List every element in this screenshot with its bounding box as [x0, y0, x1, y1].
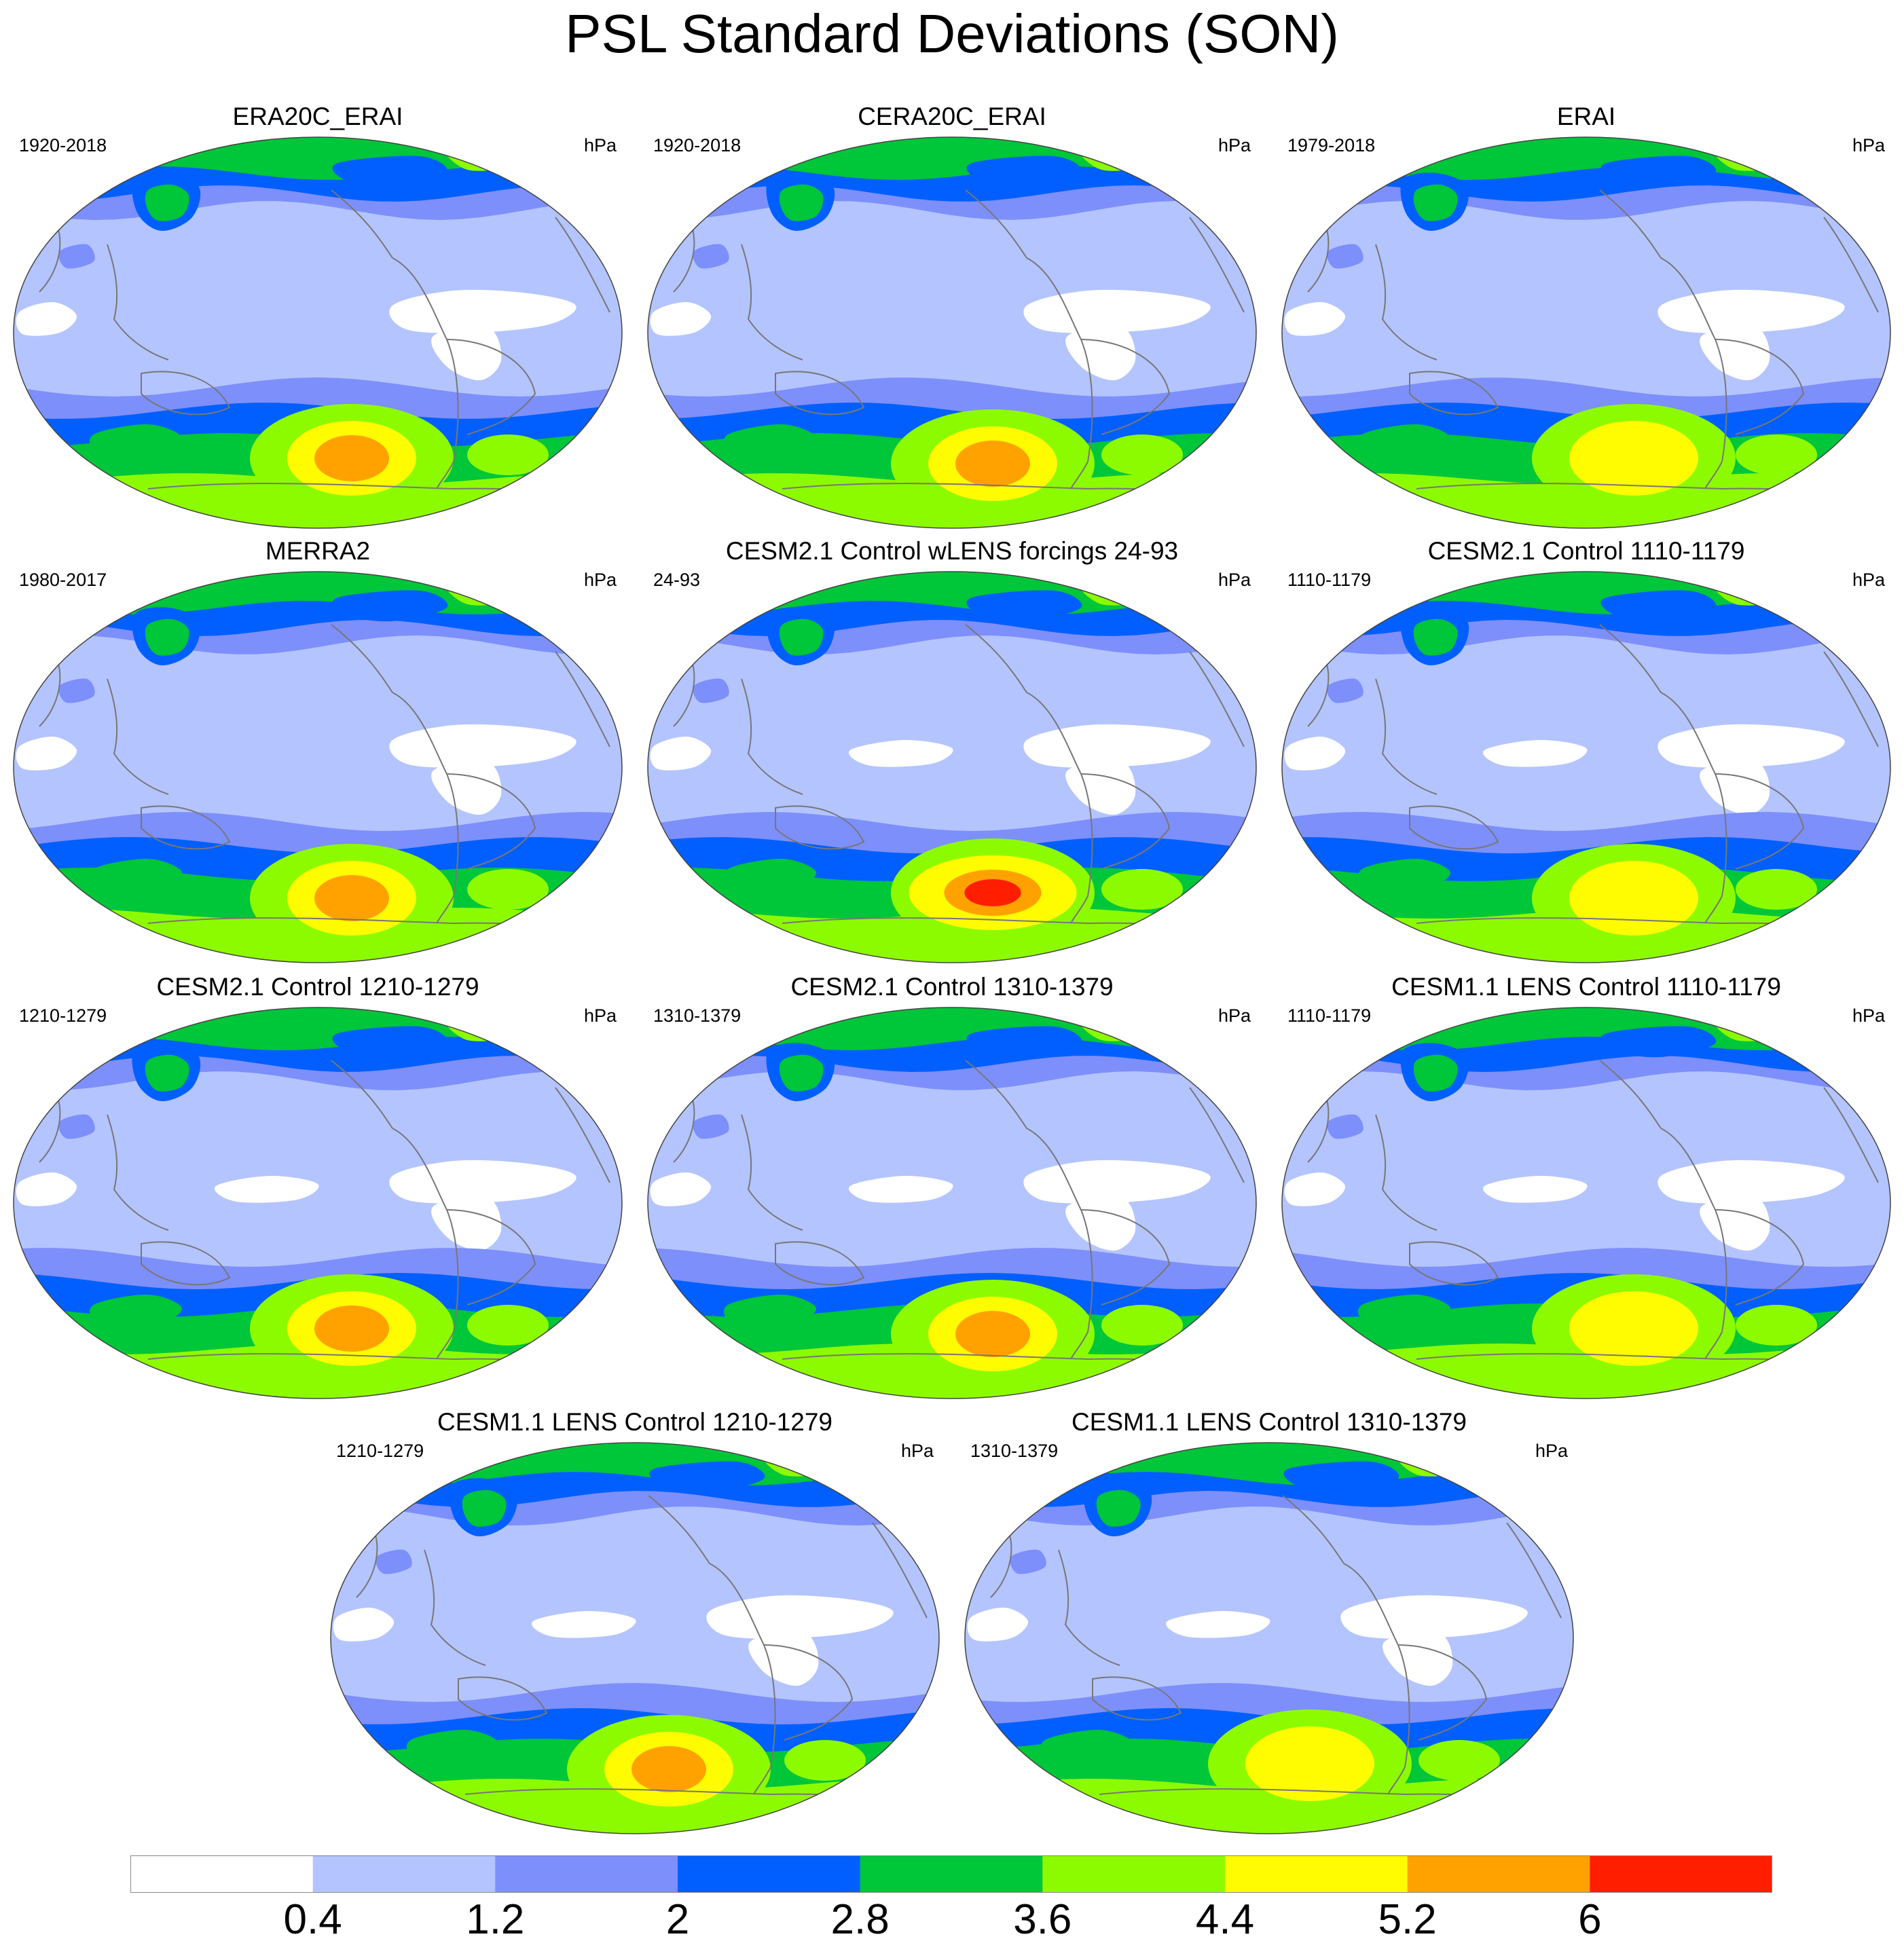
map-outline — [13, 571, 623, 963]
panel-units: hPa — [1852, 1005, 1885, 1026]
map-panel: CESM2.1 Control wLENS forcings 24-93 24-9… — [646, 536, 1258, 964]
contour-field — [331, 1443, 939, 1834]
panel-period: 1110-1179 — [1287, 570, 1372, 590]
panel-units: hPa — [1218, 570, 1251, 590]
map-panel: CERA20C_ERAI 1920-2018 hPa — [646, 102, 1258, 530]
colorbar-segment — [495, 1855, 678, 1893]
panel-units: hPa — [583, 1005, 617, 1026]
panel-title: CESM2.1 Control 1110-1179 — [1427, 537, 1745, 565]
robinson-map — [647, 571, 1257, 963]
contour-field — [1282, 572, 1890, 963]
map-outline — [13, 1007, 623, 1399]
panel-title: MERRA2 — [265, 537, 371, 565]
panel-units: hPa — [1852, 570, 1885, 590]
colorbar-label: 1.2 — [466, 1896, 525, 1943]
panel-title: ERAI — [1556, 103, 1616, 130]
colorbar-label: 6 — [1578, 1896, 1602, 1943]
map-panel: ERA20C_ERAI 1920-2018 hPa — [12, 102, 623, 530]
panel-units: hPa — [1218, 1005, 1251, 1026]
contour-field — [648, 572, 1256, 963]
panel-title: CESM1.1 LENS Control 1310-1379 — [1071, 1408, 1467, 1436]
panel-title: CERA20C_ERAI — [858, 103, 1046, 130]
colorbar — [130, 1855, 1772, 1893]
panel-period: 1920-2018 — [19, 135, 107, 155]
panel-period: 1920-2018 — [653, 135, 742, 155]
panel-title: CESM2.1 Control wLENS forcings 24-93 — [725, 537, 1179, 565]
map-panel: CESM2.1 Control 1310-1379 1310-1379 hPa — [646, 972, 1258, 1400]
colorbar-segment — [678, 1855, 861, 1893]
panel-period: 1210-1279 — [19, 1005, 107, 1026]
panel-period: 24-93 — [653, 570, 701, 590]
main-title: PSL Standard Deviations (SON) — [565, 3, 1339, 64]
robinson-map — [13, 1007, 623, 1399]
panel-title: CESM2.1 Control 1210-1279 — [156, 973, 479, 1001]
panel-period: 1980-2017 — [19, 570, 107, 590]
panel-units: hPa — [583, 570, 617, 590]
map-panel: CESM2.1 Control 1210-1279 1210-1279 hPa — [12, 972, 623, 1400]
colorbar-label: 2.8 — [830, 1896, 890, 1943]
map-panel: CESM1.1 LENS Control 1310-1379 1310-1379 h… — [964, 1407, 1575, 1835]
panel-title: CESM1.1 LENS Control 1210-1279 — [437, 1408, 833, 1436]
map-outline — [1281, 1007, 1891, 1399]
contour-field — [1282, 1007, 1890, 1399]
contour-field — [14, 137, 622, 528]
robinson-map — [647, 1007, 1257, 1399]
contour-field — [648, 1007, 1256, 1399]
colorbar-segment — [130, 1855, 314, 1893]
panel-units: hPa — [1852, 135, 1885, 155]
robinson-map — [13, 136, 623, 529]
panel-period: 1310-1379 — [653, 1005, 742, 1026]
colorbar-label: 5.2 — [1378, 1896, 1437, 1943]
robinson-map — [1281, 571, 1891, 963]
panel-units: hPa — [583, 135, 617, 155]
map-outline — [647, 1007, 1257, 1399]
robinson-map — [1281, 1007, 1891, 1399]
map-panel: CESM2.1 Control 1110-1179 1110-1179 hPa — [1281, 536, 1892, 964]
panel-title: ERA20C_ERAI — [232, 103, 403, 130]
colorbar-label: 0.4 — [283, 1896, 342, 1943]
panel-units: hPa — [900, 1441, 934, 1461]
map-panel: MERRA2 1980-2017 hPa — [12, 536, 623, 964]
colorbar-segment — [1225, 1855, 1408, 1893]
robinson-map — [13, 571, 623, 963]
colorbar-label: 2 — [665, 1896, 690, 1943]
panel-units: hPa — [1535, 1441, 1568, 1461]
robinson-map — [1281, 136, 1891, 529]
colorbar-segment — [1590, 1855, 1772, 1893]
colorbar-segment — [1407, 1855, 1590, 1893]
map-outline — [1281, 571, 1891, 963]
colorbar-segment — [312, 1855, 496, 1893]
robinson-map — [330, 1442, 940, 1834]
map-outline — [13, 136, 623, 529]
contour-field — [14, 1007, 622, 1399]
contour-field — [1282, 137, 1890, 528]
colorbar-segment — [860, 1855, 1043, 1893]
map-outline — [964, 1442, 1574, 1834]
contour-field — [648, 137, 1256, 528]
map-outline — [647, 571, 1257, 963]
contour-field — [965, 1443, 1573, 1834]
map-panel: ERAI 1979-2018 hPa — [1281, 102, 1892, 530]
map-outline — [1281, 136, 1891, 529]
panel-title: CESM2.1 Control 1310-1379 — [790, 973, 1114, 1001]
map-panel: CESM1.1 LENS Control 1210-1279 1210-1279 h… — [329, 1407, 940, 1835]
colorbar-label: 3.6 — [1013, 1896, 1072, 1943]
panel-period: 1210-1279 — [336, 1441, 424, 1461]
panel-period: 1310-1379 — [970, 1441, 1059, 1461]
panel-period: 1110-1179 — [1287, 1005, 1372, 1026]
panel-units: hPa — [1218, 135, 1251, 155]
contour-field — [14, 572, 622, 963]
panel-period: 1979-2018 — [1287, 135, 1376, 155]
robinson-map — [964, 1442, 1574, 1834]
map-outline — [647, 136, 1257, 529]
colorbar-segment — [1042, 1855, 1226, 1893]
map-outline — [330, 1442, 940, 1834]
panel-title: CESM1.1 LENS Control 1110-1179 — [1391, 973, 1781, 1001]
colorbar-label: 4.4 — [1195, 1896, 1255, 1943]
robinson-map — [647, 136, 1257, 529]
map-panel: CESM1.1 LENS Control 1110-1179 1110-1179 h… — [1281, 972, 1892, 1400]
